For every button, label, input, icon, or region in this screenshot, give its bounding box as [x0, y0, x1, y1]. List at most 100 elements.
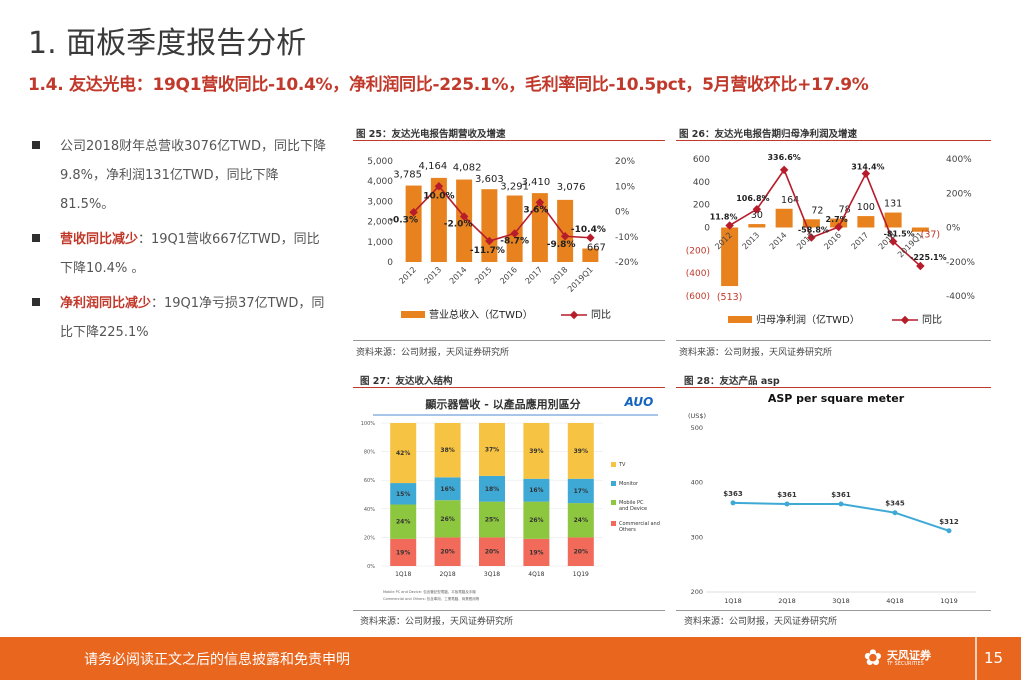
- revenue-bar: [557, 199, 574, 262]
- figure-28-title: 图 28：友达产品 asp: [684, 376, 780, 387]
- bullet-square-icon: [32, 234, 40, 242]
- legend-bar-label: 归母净利润（亿TWD）: [756, 313, 860, 326]
- segment-label: 20%: [485, 549, 499, 556]
- stack-segment: [434, 423, 461, 478]
- x-tick-label: 1Q18: [724, 597, 742, 605]
- revenue-data-label: 3,291: [500, 182, 529, 193]
- bullet-bold: 营收同比减少: [60, 232, 139, 247]
- figure-25-source: 资料来源：公司财报，天风证券研究所: [356, 348, 510, 358]
- net-profit-data-label: (513): [717, 292, 743, 303]
- revenue-bar: [405, 185, 422, 262]
- company-logo: ✿ 天风证券 TF SECURITIES: [860, 644, 948, 674]
- x-tick-label: 2017: [524, 265, 545, 286]
- figure-27-source: 资料来源：公司财报，天风证券研究所: [360, 617, 514, 627]
- bullet-list: 公司2018财年总营收3076亿TWD，同比下降9.8%，净利润131亿TWD，…: [30, 132, 330, 353]
- figure-26-title: 图 26：友达光电报告期归母净利润及增速: [679, 129, 858, 140]
- stack-segment: [523, 501, 550, 539]
- stack-segment: [434, 477, 461, 501]
- segment-label: 42%: [396, 450, 410, 457]
- y-tick-label: 80%: [364, 450, 375, 456]
- stack-segment: [479, 501, 505, 538]
- legend-bar-label: 营业总收入（亿TWD）: [429, 308, 533, 321]
- legend-bar-swatch: [728, 316, 752, 323]
- net-profit-data-label: 131: [884, 199, 902, 210]
- stack-segment: [390, 423, 417, 484]
- yoy-data-label: -58.8%: [798, 226, 829, 235]
- bullet-item: 营收同比减少：19Q1营收667亿TWD，同比下降10.4% 。: [30, 225, 330, 283]
- y-left-tick-label: (600): [686, 292, 710, 302]
- stack-segment: [390, 483, 417, 505]
- page-title: 1. 面板季度报告分析: [28, 26, 307, 61]
- revenue-bar: [506, 195, 523, 262]
- yoy-data-label: -225.1%: [910, 253, 947, 262]
- segment-label: 24%: [396, 519, 410, 526]
- revenue-data-label: 3,410: [522, 177, 551, 188]
- yoy-data-label: -8.7%: [500, 236, 529, 246]
- net-profit-data-label: 100: [857, 202, 875, 213]
- revenue-data-label: 3,785: [393, 170, 422, 181]
- legend-label: Mobile PC: [619, 500, 644, 506]
- logo-subtext: TF SECURITIES: [887, 661, 924, 667]
- x-tick-label: 1Q19: [940, 597, 958, 605]
- bullet-text: ：19Q1营收667亿TWD，同比下降10.4% 。: [60, 232, 320, 276]
- figure-26-source: 资料来源：公司财报，天风证券研究所: [679, 348, 833, 358]
- stack-segment: [523, 538, 550, 566]
- net-profit-data-label: 164: [781, 195, 799, 206]
- y-right-tick-label: -400%: [946, 292, 975, 302]
- yoy-data-label: -10.4%: [571, 225, 606, 235]
- legend-swatch: [611, 521, 616, 526]
- x-tick-label: 2018: [549, 265, 570, 286]
- x-tick-label: 2013: [741, 231, 762, 252]
- x-tick-label: 3Q18: [484, 571, 500, 578]
- net-profit-data-label: (37): [921, 230, 941, 241]
- asp-point: [892, 510, 898, 516]
- brand-logo-text: AUO: [624, 395, 654, 409]
- stack-segment: [390, 538, 417, 566]
- stack-segment: [523, 478, 550, 502]
- figure-28-bottom-rule: [676, 610, 991, 611]
- revenue-data-label: 3,076: [557, 182, 586, 193]
- bullet-text: ：19Q1净亏损37亿TWD，同比下降225.1%: [60, 296, 325, 340]
- y-tick-label: 40%: [364, 507, 375, 513]
- chart-title: ASP per square meter: [768, 392, 905, 405]
- yoy-data-label: 336.6%: [767, 153, 800, 162]
- revenue-structure-chart: 顯示器營收 - 以產品應用別區分 AUO 0% 20% 40% 60% 80% 100% 19%…: [361, 395, 660, 601]
- y-right-tick-label: -10%: [615, 233, 639, 243]
- segment-label: 38%: [440, 447, 454, 454]
- net-profit-bar: [884, 212, 902, 228]
- stack-segment: [479, 537, 505, 566]
- y-tick-label: 300: [691, 533, 703, 541]
- asp-data-label: $345: [885, 500, 905, 508]
- segment-label: 19%: [396, 549, 410, 556]
- footer-disclaimer: 请务必阅读正文之后的信息披露和免责申明: [84, 652, 350, 668]
- stack-segment: [434, 500, 461, 538]
- legend-label: Monitor: [619, 481, 639, 487]
- yoy-point: [409, 208, 418, 217]
- x-tick-label: 1Q18: [395, 571, 411, 578]
- revenue-data-label: 4,082: [453, 163, 482, 174]
- y-right-tick-label: 0%: [946, 224, 961, 234]
- legend-label: and Device: [619, 506, 647, 512]
- net-profit-bar: [857, 216, 875, 228]
- y-tick-label: 500: [691, 424, 703, 432]
- asp-point: [946, 528, 952, 534]
- y-left-tick-label: 2,000: [367, 218, 393, 228]
- segment-label: 16%: [529, 487, 543, 494]
- y-left-tick-label: 400: [693, 178, 710, 188]
- stack-segment: [567, 478, 594, 504]
- yoy-data-label: -11.7%: [470, 246, 505, 256]
- y-tick-label: 100%: [361, 421, 376, 427]
- y-left-tick-label: (400): [686, 269, 710, 279]
- y-left-tick-label: 600: [693, 155, 710, 165]
- legend-swatch: [611, 462, 616, 467]
- unit-label: (US$): [688, 412, 706, 420]
- footer-bar: 请务必阅读正文之后的信息披露和免责申明 ✿ 天风证券 TF SECURITIES…: [0, 637, 1021, 680]
- yoy-data-label: 314.4%: [851, 163, 884, 172]
- net-profit-data-label: 30: [751, 210, 763, 221]
- x-tick-label: 3Q18: [832, 597, 850, 605]
- figure-26-bottom-rule: [676, 340, 991, 341]
- legend-line-label: 同比: [591, 309, 611, 321]
- legend-swatch: [611, 481, 616, 486]
- y-tick-label: 200: [691, 588, 703, 596]
- revenue-bar: [481, 189, 498, 262]
